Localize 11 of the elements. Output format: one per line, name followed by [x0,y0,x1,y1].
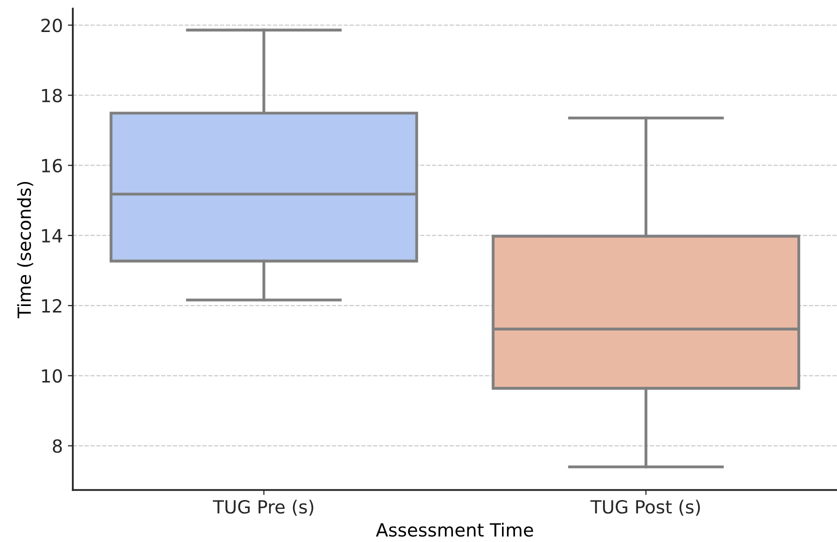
y-tick-label: 18 [42,88,62,102]
x-tick-label: TUG Post (s) [590,500,700,516]
y-tick-label: 16 [42,158,62,172]
y-tick-label: 14 [42,229,62,242]
y-axis-title: Time (seconds) [17,182,34,318]
y-tick-label: 12 [42,299,62,312]
y-tick-label: 20 [41,18,62,32]
y-tick-label: 8 [52,439,62,453]
x-axis-title: Assessment Time [376,522,534,537]
y-tick-label: 10 [42,369,62,383]
x-tick-label: TUG Pre (s) [212,500,314,516]
